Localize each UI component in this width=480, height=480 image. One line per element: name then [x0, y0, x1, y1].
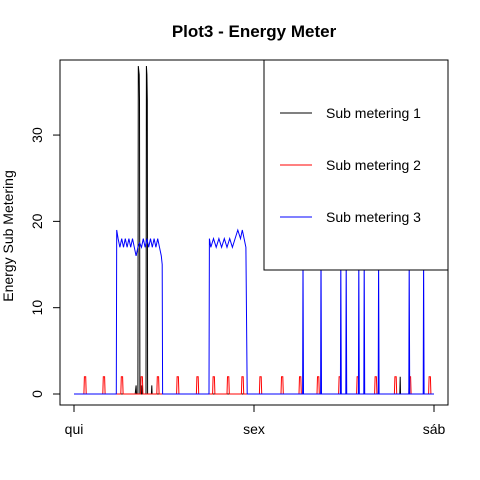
series-line-3 [74, 228, 434, 395]
axis-layer: 0 10 20 30 qui sex sáb [29, 127, 445, 437]
legend-label-1: Sub metering 1 [326, 105, 421, 121]
y-tick-label: 10 [29, 300, 45, 316]
x-tick-label: sáb [423, 421, 446, 437]
y-tick-label: 20 [29, 213, 45, 229]
legend: Sub metering 1 Sub metering 2 Sub metering… [263, 59, 449, 271]
legend-label-3: Sub metering 3 [326, 209, 421, 225]
chart-title: Plot3 - Energy Meter [172, 22, 337, 41]
legend-items: Sub metering 1 Sub metering 2 Sub metering… [280, 105, 421, 225]
legend-label-2: Sub metering 2 [326, 157, 421, 173]
y-tick-label: 30 [29, 127, 45, 143]
x-tick-label: sex [243, 421, 265, 437]
y-axis-label: Energy Sub Metering [0, 170, 16, 302]
series-layer [74, 65, 434, 395]
x-tick-label: qui [65, 421, 84, 437]
y-tick-label: 0 [29, 390, 45, 398]
